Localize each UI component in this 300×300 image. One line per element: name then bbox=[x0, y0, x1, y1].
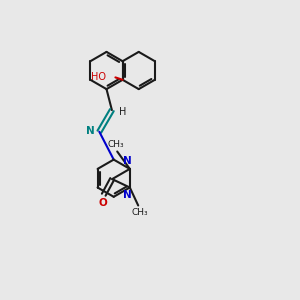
Text: CH₃: CH₃ bbox=[131, 208, 148, 217]
Text: CH₃: CH₃ bbox=[108, 140, 124, 149]
Text: H: H bbox=[118, 106, 126, 117]
Text: O: O bbox=[98, 198, 107, 208]
Text: HO: HO bbox=[91, 72, 106, 82]
Text: N: N bbox=[86, 126, 95, 136]
Text: N: N bbox=[123, 190, 132, 200]
Text: N: N bbox=[123, 156, 132, 166]
